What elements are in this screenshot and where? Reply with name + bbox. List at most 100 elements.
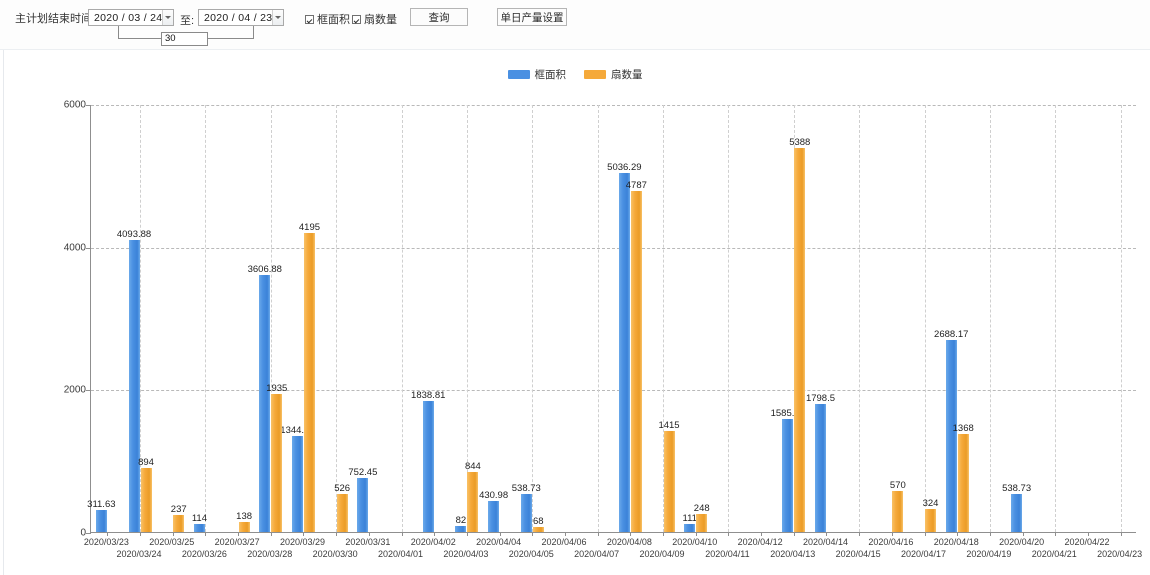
x-axis-tick-mark (564, 532, 566, 536)
bar-扇数量-2020/04/09[interactable] (663, 431, 675, 532)
x-axis-tick-mark (663, 532, 665, 536)
end-date-picker[interactable]: 2020 / 04 / 23 (198, 9, 284, 26)
x-axis-tick-label: 2020/04/07 (574, 549, 620, 559)
bar-框面积-2020/04/04[interactable] (488, 501, 500, 532)
bar-扇数量-2020/03/25[interactable] (173, 515, 185, 532)
bar-扇数量-2020/03/24[interactable] (140, 468, 152, 532)
bar-框面积-2020/04/02[interactable] (422, 400, 434, 532)
legend-swatch-icon (584, 69, 606, 79)
gridline-horizontal (91, 105, 1136, 106)
gridline-vertical (336, 105, 338, 532)
bar-扇数量-2020/04/16[interactable] (892, 491, 904, 532)
bar-框面积-2020/04/03[interactable] (455, 526, 467, 532)
bar-框面积-2020/04/10[interactable] (684, 524, 696, 532)
bar-扇数量-2020/03/27[interactable] (238, 522, 250, 532)
x-axis-tick-mark (532, 532, 534, 536)
bar-框面积-2020/04/13[interactable] (782, 418, 794, 532)
bar-扇数量-2020/04/18[interactable] (957, 434, 969, 532)
bar-扇数量-2020/03/29[interactable] (303, 232, 315, 532)
bar-value-label: 430.98 (479, 490, 509, 502)
x-axis-tick-label: 2020/04/17 (901, 549, 947, 559)
checkbox-sash-count-box[interactable] (352, 14, 361, 24)
x-axis-tick-mark (597, 532, 599, 536)
bar-框面积-2020/03/28[interactable] (259, 274, 271, 532)
x-axis-tick-mark (989, 532, 991, 536)
x-axis-tick-mark (205, 532, 207, 536)
bar-扇数量-2020/04/13[interactable] (794, 147, 806, 532)
bar-框面积-2020/03/23[interactable] (95, 509, 107, 532)
bar-框面积-2020/04/08[interactable] (618, 172, 630, 532)
gridline-vertical (859, 105, 861, 532)
bar-框面积-2020/04/18[interactable] (945, 340, 957, 532)
query-button[interactable]: 查询 (410, 8, 468, 26)
x-axis-tick-label: 2020/04/04 (476, 537, 522, 547)
gridline-vertical (924, 105, 926, 532)
bar-框面积-2020/04/05[interactable] (520, 493, 532, 532)
bar-扇数量-2020/03/28[interactable] (271, 393, 283, 532)
legend-item-1[interactable]: 框面积 (507, 67, 566, 82)
daily-output-settings-button[interactable]: 单日产量设置 (497, 8, 567, 26)
checkbox-frame-area[interactable]: 框面积 (305, 11, 350, 27)
x-axis-tick-mark (238, 532, 240, 536)
bar-value-label: 4093.88 (116, 228, 152, 240)
x-axis-tick-label: 2020/04/20 (999, 537, 1045, 547)
plot-area: 0 2000 4000 6000 311.63 4093.88 114 3606.88 1344… (64, 100, 1136, 539)
bar-框面积-2020/03/24[interactable] (128, 239, 140, 532)
bar-扇数量-2020/04/05[interactable] (532, 527, 544, 532)
bar-扇数量-2020/04/08[interactable] (630, 190, 642, 532)
x-axis-tick-mark (466, 532, 468, 536)
checkbox-sash-count[interactable]: 扇数量 (352, 11, 397, 27)
gridline-vertical (466, 105, 468, 532)
day-span-input[interactable]: 30 (161, 32, 208, 46)
x-axis-tick-mark (728, 532, 730, 536)
x-axis-tick-mark (957, 532, 959, 536)
x-axis-tick-label: 2020/04/22 (1064, 537, 1110, 547)
gridline-horizontal (91, 247, 1136, 249)
x-axis-tick-label: 2020/04/06 (541, 537, 587, 547)
bar-value-label: 1415 (658, 420, 680, 432)
gridline-vertical (270, 105, 272, 532)
bar-value-label: 68 (532, 516, 544, 528)
bar-框面积-2020/03/29[interactable] (291, 436, 303, 532)
x-axis-tick-mark (924, 532, 926, 536)
plan-end-time-label: 主计划结束时间: (15, 13, 96, 25)
x-axis-tick-mark (891, 532, 893, 536)
x-axis-tick-mark (499, 532, 501, 536)
bar-value-label: 5388 (789, 136, 811, 148)
bar-框面积-2020/04/20[interactable] (1011, 493, 1023, 532)
x-axis-tick-label: 2020/04/09 (639, 549, 685, 559)
gridline-vertical (140, 105, 142, 532)
bar-扇数量-2020/03/30[interactable] (336, 494, 348, 532)
bar-扇数量-2020/04/17[interactable] (925, 508, 937, 532)
y-axis-tick-mark (86, 390, 91, 392)
checkbox-frame-area-box[interactable] (305, 14, 314, 24)
x-axis-tick-label: 2020/04/13 (770, 549, 816, 559)
x-axis-tick-label: 2020/03/31 (345, 537, 391, 547)
bar-value-label: 237 (170, 504, 187, 516)
gridline-vertical (401, 105, 403, 532)
bar-value-label: 844 (464, 460, 481, 472)
bar-框面积-2020/03/31[interactable] (357, 478, 369, 532)
y-axis-tick-label: 6000 (63, 99, 86, 111)
legend-item-2[interactable]: 扇数量 (584, 67, 643, 82)
start-date-dropdown-icon[interactable] (162, 10, 173, 25)
bar-框面积-2020/03/26[interactable] (193, 523, 205, 532)
start-date-value: 2020 / 03 / 24 (94, 11, 163, 24)
bar-value-label: 526 (334, 483, 351, 495)
y-axis-tick-mark (86, 533, 91, 534)
x-axis-tick-label: 2020/03/23 (83, 537, 129, 547)
bar-扇数量-2020/04/03[interactable] (467, 471, 479, 532)
bar-扇数量-2020/04/10[interactable] (696, 514, 708, 532)
chart-legend: 框面积 扇数量 (0, 66, 1150, 82)
left-rail (0, 0, 4, 575)
bar-value-label: 752.45 (348, 467, 378, 479)
end-date-dropdown-icon[interactable] (272, 10, 283, 25)
start-date-picker[interactable]: 2020 / 03 / 24 (88, 9, 174, 26)
x-axis-tick-label: 2020/04/16 (868, 537, 914, 547)
bar-框面积-2020/04/14[interactable] (814, 403, 826, 532)
x-axis-tick-label: 2020/03/30 (312, 549, 358, 559)
x-axis-tick-mark (1120, 532, 1122, 536)
x-axis-tick-label: 2020/03/25 (149, 537, 195, 547)
bar-value-label: 248 (693, 503, 710, 515)
x-axis-tick-label: 2020/04/11 (705, 549, 750, 559)
